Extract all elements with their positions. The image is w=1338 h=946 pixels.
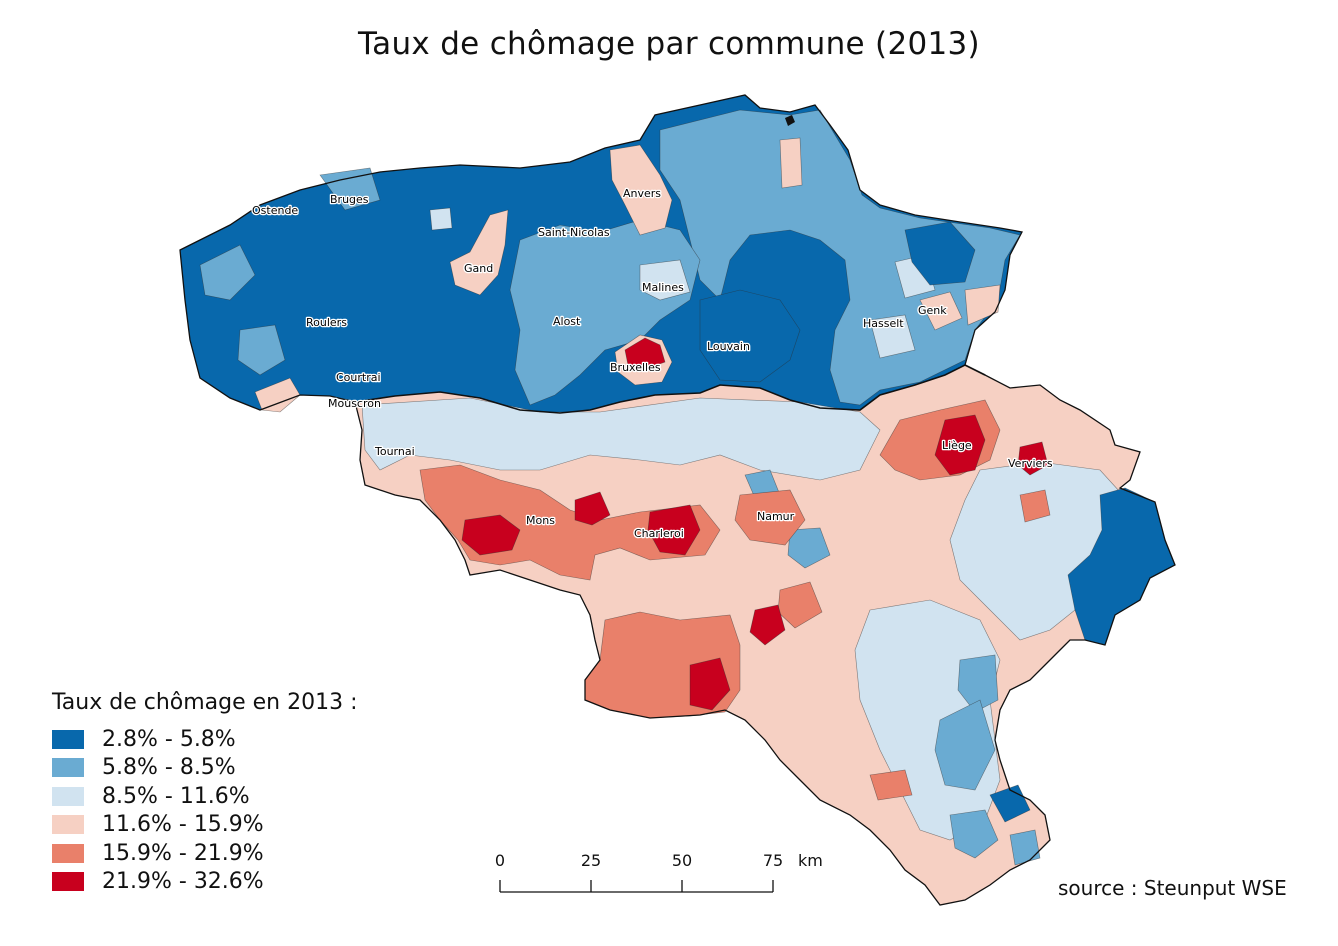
wallonia-red-mons xyxy=(461,514,521,556)
wallonia-red-verviers xyxy=(1017,441,1049,476)
flanders-pink-genk xyxy=(919,291,963,331)
city-label-gand: Gand xyxy=(464,262,493,275)
flanders-pink-north xyxy=(779,137,803,189)
wallonia-orange-luxembourg xyxy=(869,769,913,801)
flanders-darkblue-east xyxy=(904,221,976,286)
scale-label-50: 50 xyxy=(672,851,692,870)
city-label-louvain: Louvain xyxy=(707,340,750,353)
city-label-verviers: Verviers xyxy=(1008,457,1053,470)
legend-item: 5.8% - 8.5% xyxy=(52,754,358,783)
map-title: Taux de chômage par commune (2013) xyxy=(358,26,980,62)
scale-label-75: 75 xyxy=(763,851,783,870)
flanders-midblue-west xyxy=(199,244,256,301)
baarle-enclave xyxy=(785,115,795,126)
city-label-tournai: Tournai xyxy=(374,445,415,458)
city-label-ostende: Ostende xyxy=(252,204,298,217)
flanders-pink-sw xyxy=(254,377,301,413)
wallonia-red-lalouviere xyxy=(574,491,611,526)
city-label-namur: Namur xyxy=(757,510,795,523)
legend-label: 2.8% - 5.8% xyxy=(102,726,236,752)
legend-item: 8.5% - 11.6% xyxy=(52,782,358,811)
flanders-lightblue-1 xyxy=(429,207,453,231)
legend-swatch xyxy=(52,815,84,835)
city-label-courtrai: Courtrai xyxy=(336,371,381,384)
wallonia-darkblue-south xyxy=(989,784,1031,823)
wallonia-midblue-4 xyxy=(949,809,999,859)
region-flanders xyxy=(179,94,1023,414)
city-label-bruxelles: Bruxelles xyxy=(610,361,661,374)
wallonia-midblue-6 xyxy=(1009,829,1041,866)
city-label-charleroi: Charleroi xyxy=(634,527,684,540)
flanders-pink-gand xyxy=(449,209,509,296)
wallonia-lightblue-east xyxy=(949,461,1121,641)
scale-unit: km xyxy=(798,851,823,870)
country-border xyxy=(179,94,1176,906)
scale-label-0: 0 xyxy=(495,851,505,870)
legend-label: 8.5% - 11.6% xyxy=(102,783,250,809)
legend: Taux de chômage en 2013 : 2.8% - 5.8% 5.… xyxy=(52,690,358,896)
city-label-saint-nicolas: Saint-Nicolas xyxy=(538,226,610,239)
city-label-roulers: Roulers xyxy=(306,316,347,329)
scale-bar: 0 25 50 75 km xyxy=(495,851,823,893)
language-border xyxy=(354,364,986,414)
legend-title: Taux de chômage en 2013 : xyxy=(52,690,358,715)
source-note: source : Steunput WSE xyxy=(1058,876,1287,900)
city-label-malines: Malines xyxy=(642,281,684,294)
city-label-anvers: Anvers xyxy=(623,187,661,200)
city-label-mons: Mons xyxy=(526,514,555,527)
wallonia-red-charleroi xyxy=(647,504,701,556)
legend-item: 15.9% - 21.9% xyxy=(52,839,358,868)
legend-label: 5.8% - 8.5% xyxy=(102,755,236,781)
region-brussels xyxy=(614,334,673,386)
legend-swatch xyxy=(52,729,84,749)
legend-item: 21.9% - 32.6% xyxy=(52,868,358,897)
city-label-liege: Liège xyxy=(942,439,972,452)
city-label-mouscron: Mouscron xyxy=(328,397,381,410)
legend-item: 2.8% - 5.8% xyxy=(52,725,358,754)
wallonia-lightblue-west xyxy=(361,397,881,481)
legend-swatch xyxy=(52,843,84,863)
city-label-bruges: Bruges xyxy=(330,193,369,206)
wallonia-orange-namur xyxy=(734,489,806,546)
city-label-alost: Alost xyxy=(553,315,581,328)
city-label-hasselt: Hasselt xyxy=(863,317,904,330)
legend-swatch xyxy=(52,758,84,778)
wallonia-midblue-3 xyxy=(934,699,996,791)
wallonia-red-philippeville xyxy=(749,604,786,646)
wallonia-red-liege xyxy=(934,414,986,476)
legend-swatch xyxy=(52,872,84,892)
flanders-darkblue-center xyxy=(699,289,801,383)
legend-label: 11.6% - 15.9% xyxy=(102,812,264,838)
flanders-lightblue-malines xyxy=(639,259,691,301)
city-labels: Ostende Bruges Anvers Saint-Nicolas Gand… xyxy=(251,186,1054,542)
region-wallonia xyxy=(354,364,1176,906)
wallonia-midblue-1 xyxy=(787,527,831,569)
legend-swatch xyxy=(52,786,84,806)
scale-label-25: 25 xyxy=(581,851,601,870)
flanders-midblue-west-2 xyxy=(237,324,286,376)
flanders-pink-anvers xyxy=(609,144,673,236)
flanders-lightblue-3 xyxy=(869,314,916,359)
legend-label: 15.9% - 21.9% xyxy=(102,840,264,866)
flanders-midblue-north xyxy=(319,167,381,211)
wallonia-red-chimay xyxy=(689,657,731,711)
wallonia-orange-verviers-e xyxy=(1019,489,1051,523)
city-label-genk: Genk xyxy=(918,304,947,317)
flanders-pink-east xyxy=(964,284,1001,326)
brussels-core xyxy=(624,337,666,369)
wallonia-midblue-2 xyxy=(957,654,999,713)
legend-label: 21.9% - 32.6% xyxy=(102,869,264,895)
legend-item: 11.6% - 15.9% xyxy=(52,811,358,840)
